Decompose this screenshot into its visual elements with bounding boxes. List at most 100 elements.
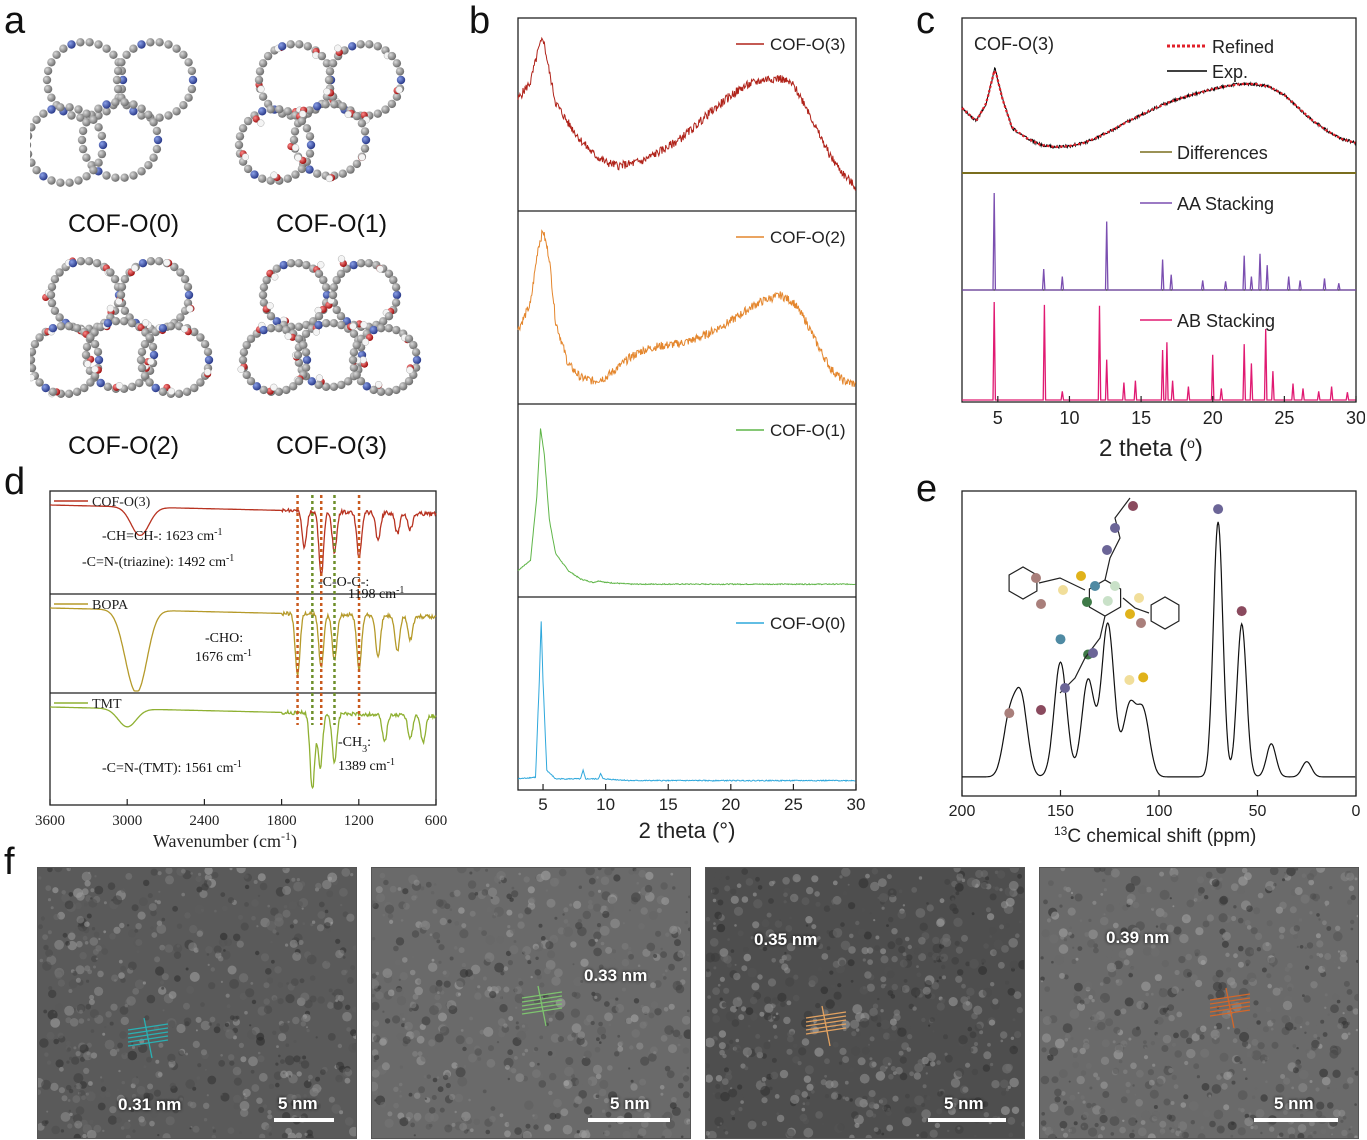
grain: [205, 946, 213, 954]
grain: [1200, 1126, 1205, 1130]
grain: [793, 938, 797, 942]
grain: [83, 1067, 90, 1074]
grain: [1016, 886, 1024, 895]
grain: [879, 1097, 888, 1106]
grain: [1112, 922, 1119, 929]
grain: [1100, 1081, 1108, 1089]
grain: [399, 1065, 403, 1069]
grain: [801, 1038, 810, 1046]
grain: [849, 933, 854, 939]
atom: [203, 347, 213, 357]
grain: [608, 958, 617, 966]
grain: [285, 1127, 292, 1135]
grain: [842, 890, 848, 896]
grain: [562, 1124, 573, 1135]
grain: [1068, 1080, 1071, 1083]
atom: [243, 164, 253, 174]
grain: [719, 976, 725, 982]
grain: [40, 916, 45, 921]
grain: [844, 1096, 850, 1102]
grain: [1266, 957, 1271, 962]
grain: [1335, 925, 1341, 931]
grain: [892, 1095, 899, 1102]
grain: [275, 1082, 280, 1088]
grain: [1287, 1127, 1296, 1135]
grain: [143, 879, 150, 887]
grain: [503, 1023, 508, 1028]
grain: [891, 955, 898, 963]
grain: [274, 1075, 278, 1079]
grain: [685, 911, 688, 914]
grain: [899, 1072, 908, 1081]
grain: [79, 1009, 83, 1014]
grain: [713, 922, 716, 925]
grain: [138, 1019, 143, 1024]
grain: [220, 1093, 223, 1096]
grain: [642, 948, 651, 957]
grain: [1059, 1120, 1068, 1129]
atom: [352, 370, 361, 380]
atom: [392, 59, 402, 68]
grain: [1297, 1133, 1305, 1138]
grain: [1159, 889, 1170, 900]
grain: [372, 1001, 380, 1011]
grain: [866, 1096, 875, 1105]
grain: [420, 886, 425, 891]
grain: [996, 870, 1006, 879]
atom: [111, 173, 120, 182]
atom: [295, 40, 304, 49]
grain: [383, 879, 389, 886]
grain: [714, 1116, 724, 1127]
atom: [82, 118, 91, 127]
grain: [527, 886, 535, 894]
grain: [1145, 886, 1152, 893]
grain: [46, 1031, 55, 1040]
grain: [1188, 1101, 1199, 1111]
grain: [274, 1059, 277, 1062]
series-line: [517, 229, 856, 388]
grain: [1005, 1063, 1013, 1072]
grain: [218, 1060, 226, 1067]
grain: [50, 906, 54, 910]
grain: [871, 1061, 877, 1067]
grain: [183, 1002, 190, 1010]
atom: [102, 100, 111, 109]
grain: [456, 1064, 459, 1067]
atom: [266, 324, 276, 333]
grain: [288, 901, 297, 910]
grain: [1091, 998, 1095, 1003]
grain: [324, 922, 331, 929]
grain: [64, 900, 74, 910]
grain: [886, 1124, 894, 1132]
grain: [772, 1024, 777, 1029]
grain: [1296, 945, 1299, 948]
grain: [1132, 1084, 1135, 1087]
grain: [604, 1001, 610, 1007]
grain: [773, 1035, 778, 1039]
grain: [706, 968, 710, 973]
grain: [290, 978, 299, 986]
grain: [177, 1095, 184, 1102]
hydrogen-atom: [299, 110, 307, 118]
hydrogen-atom: [266, 302, 274, 310]
grain: [802, 1102, 806, 1105]
peak-marker: [1124, 675, 1135, 685]
grain: [583, 1106, 593, 1115]
hydrogen-atom: [241, 153, 250, 161]
hydrogen-atom: [186, 305, 194, 313]
grain: [801, 1091, 808, 1098]
grain: [1218, 877, 1223, 882]
grain: [384, 1018, 391, 1024]
grain: [285, 943, 289, 947]
grain: [1058, 928, 1068, 938]
grain: [1337, 966, 1341, 970]
grain: [1077, 1092, 1080, 1094]
grain: [1305, 1021, 1310, 1026]
grain: [1083, 997, 1090, 1004]
grain: [136, 950, 140, 954]
grain: [1080, 1070, 1087, 1076]
grain: [1215, 969, 1224, 978]
atom: [155, 38, 164, 47]
grain: [1285, 921, 1291, 927]
grain: [120, 965, 126, 972]
